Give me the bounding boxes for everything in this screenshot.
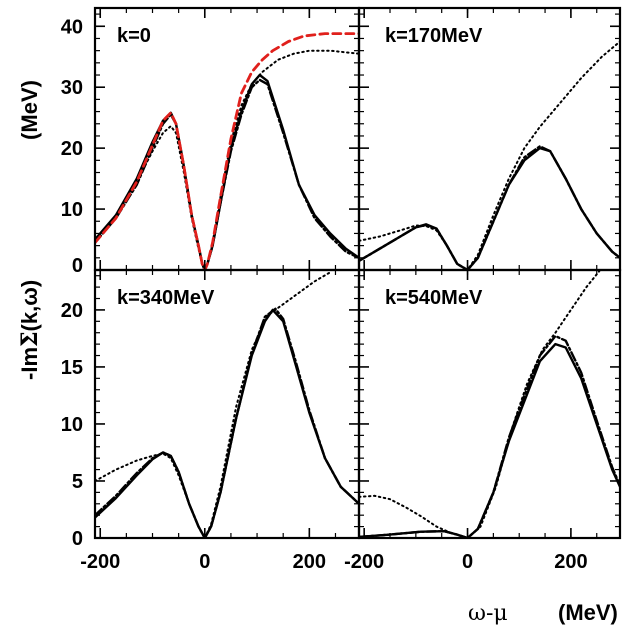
x-tick-label: 200	[554, 551, 587, 573]
panel-label: k=170MeV	[385, 25, 483, 47]
x-axis-units-label: (MeV)	[558, 600, 618, 625]
series-dotted-line	[359, 270, 601, 538]
y-axis-units: (MeV)	[17, 80, 42, 140]
y-tick-label: 15	[61, 357, 83, 379]
panel-1: k=0 0 10 20 30 40	[61, 6, 361, 277]
y-axis-title: -ImΣ(k,ω)	[17, 280, 43, 380]
series-dashdot-line	[359, 145, 620, 270]
x-axis-label: ω-μ	[468, 601, 508, 626]
panel-2: k=170MeV	[357, 6, 622, 272]
svg-text:-ImΣ(k,ω): -ImΣ(k,ω)	[17, 280, 43, 380]
x-tick-label: -200	[344, 551, 384, 573]
series-dashdot-line	[95, 307, 359, 538]
panel-frame	[357, 268, 622, 540]
y-tick-label: 10	[61, 199, 83, 221]
y-tick-label: 0	[72, 255, 83, 277]
panel-4: k=540MeV -200 0 200	[344, 268, 622, 573]
y-tick-label: 20	[61, 138, 83, 160]
x-tick-label: -200	[80, 551, 120, 573]
series-dotted-line	[95, 271, 332, 538]
panel-label: k=340MeV	[117, 287, 215, 309]
y-tick-label: 5	[72, 471, 83, 493]
panel-label: k=0	[117, 25, 151, 47]
x-tick-label: 0	[199, 551, 210, 573]
x-tick-label: 200	[293, 551, 326, 573]
panel-curves	[359, 40, 620, 270]
panel-curves	[95, 271, 359, 538]
panel-curves	[359, 270, 620, 538]
y-tick-label: 30	[61, 77, 83, 99]
y-axis-label-args: (k,ω)	[17, 280, 42, 332]
y-axis-units-label: (MeV)	[17, 80, 42, 140]
panel-curves	[95, 32, 359, 270]
panel-frame	[93, 6, 361, 272]
series-dashdot-line	[95, 78, 359, 270]
series-solid-line	[95, 308, 359, 538]
series-dashdot-line	[359, 334, 620, 538]
y-axis-label-im: -Im	[17, 347, 42, 380]
series-dashed-line	[95, 32, 359, 270]
y-tick-label: 40	[61, 16, 83, 38]
y-axis-label-sigma: Σ	[17, 331, 43, 347]
y-tick-label: 10	[61, 414, 83, 436]
panel-frame	[93, 268, 361, 540]
y-tick-label: 0	[72, 528, 83, 550]
x-tick-label: 0	[462, 551, 473, 573]
panel-grid: k=0 0 10 20 30 40 k=170MeV k=340MeV 0 5 10 15 20 -200…	[61, 6, 622, 573]
panel-label: k=540MeV	[385, 287, 483, 309]
series-dotted-line	[359, 40, 620, 270]
y-tick-label: 20	[61, 300, 83, 322]
